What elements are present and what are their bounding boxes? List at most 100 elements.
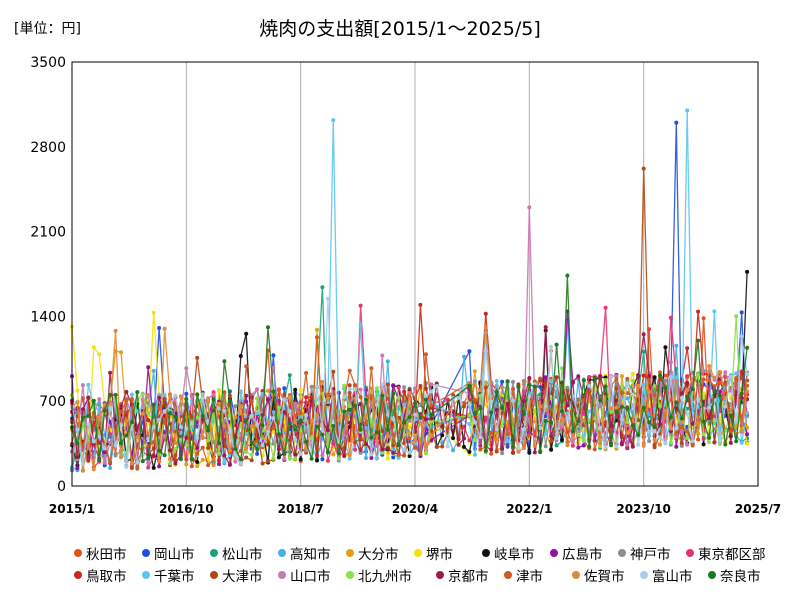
series-point	[739, 428, 744, 433]
series-point	[304, 430, 309, 435]
series-point	[309, 456, 314, 461]
series-point	[391, 383, 396, 388]
legend-swatch-icon	[640, 571, 648, 579]
series-point	[298, 451, 303, 456]
series-point	[108, 393, 113, 397]
series-point	[222, 390, 227, 395]
series-point	[679, 416, 684, 421]
series-point	[511, 387, 515, 391]
series-point	[478, 393, 483, 398]
series-point	[320, 453, 325, 458]
series-point	[178, 457, 183, 462]
series-point	[500, 406, 505, 410]
series-point	[483, 311, 488, 316]
legend-row-1: 秋田市 岡山市 松山市 高知市 大分市 堺市 岐阜市 広島市 神戸市 東京都区部	[74, 542, 794, 564]
series-point	[266, 429, 270, 434]
series-point	[679, 396, 684, 400]
series-point	[598, 425, 603, 430]
series-point	[521, 427, 526, 431]
series-point	[129, 461, 134, 466]
series-point	[75, 388, 80, 393]
legend-swatch-icon	[550, 549, 558, 557]
series-point	[108, 405, 113, 410]
legend-item: 東京都区部	[686, 543, 776, 563]
series-point	[385, 402, 390, 407]
series-point	[320, 379, 325, 384]
series-point	[189, 394, 194, 399]
series-point	[560, 366, 564, 371]
series-point	[625, 420, 630, 425]
legend-item: 大分市	[346, 543, 414, 563]
series-point	[80, 383, 85, 388]
series-point	[652, 406, 657, 411]
series-point	[108, 466, 113, 470]
series-point	[723, 404, 728, 409]
series-point	[178, 437, 183, 442]
series-point	[391, 443, 396, 448]
series-point	[266, 325, 270, 330]
series-point	[543, 380, 548, 385]
series-point	[157, 464, 162, 469]
series-point	[347, 368, 352, 373]
series-point	[478, 388, 483, 393]
series-point	[685, 429, 690, 434]
series-point	[663, 386, 668, 391]
series-point	[418, 451, 423, 456]
series-point	[554, 384, 559, 389]
legend-item: 高知市	[278, 543, 346, 563]
series-point	[217, 401, 221, 406]
series-point	[527, 450, 532, 455]
series-point	[423, 417, 428, 422]
series-point	[91, 439, 96, 444]
series-point	[625, 431, 630, 436]
series-point	[364, 442, 368, 447]
series-point	[500, 424, 505, 428]
legend-label: 千葉市	[154, 569, 195, 585]
series-point	[211, 463, 216, 468]
series-point	[679, 420, 684, 425]
series-point	[227, 448, 232, 453]
series-point	[565, 273, 570, 278]
series-point	[380, 382, 385, 387]
legend-swatch-icon	[572, 571, 580, 579]
series-point	[565, 403, 570, 408]
series-point	[151, 402, 156, 407]
series-point	[570, 429, 575, 434]
series-point	[200, 392, 205, 397]
series-point	[609, 375, 613, 380]
x-tick-label: 2023/10	[616, 502, 670, 516]
series-point	[108, 419, 113, 424]
series-point	[309, 395, 314, 400]
series-point	[734, 419, 739, 424]
series-point	[80, 462, 85, 467]
legend-swatch-icon	[346, 549, 354, 557]
series-point	[483, 325, 488, 330]
series-point	[195, 460, 200, 464]
series-point	[745, 389, 750, 394]
series-point	[184, 435, 189, 440]
series-point	[668, 315, 673, 320]
legend-label: 津市	[516, 569, 543, 585]
series-point	[347, 407, 352, 412]
series-point	[614, 405, 619, 410]
legend-label: 鳥取市	[86, 569, 127, 585]
legend-swatch-icon	[74, 571, 82, 579]
legend-item: 鳥取市	[74, 565, 142, 585]
legend-label: 富山市	[652, 569, 693, 585]
series-point	[456, 395, 461, 400]
y-tick-label: 700	[39, 394, 66, 410]
series-point	[516, 446, 521, 451]
y-tick-label: 0	[57, 479, 66, 495]
series-point	[380, 450, 385, 455]
series-point	[119, 350, 123, 355]
series-point	[80, 445, 85, 449]
series-point	[707, 440, 711, 445]
series-point	[619, 390, 624, 395]
x-tick-label: 2015/1	[49, 502, 95, 516]
series-point	[146, 393, 151, 397]
series-point	[500, 451, 505, 456]
series-point	[168, 393, 172, 398]
x-tick-label: 2018/7	[278, 502, 324, 516]
series-point	[489, 399, 494, 404]
series-point	[113, 392, 118, 397]
